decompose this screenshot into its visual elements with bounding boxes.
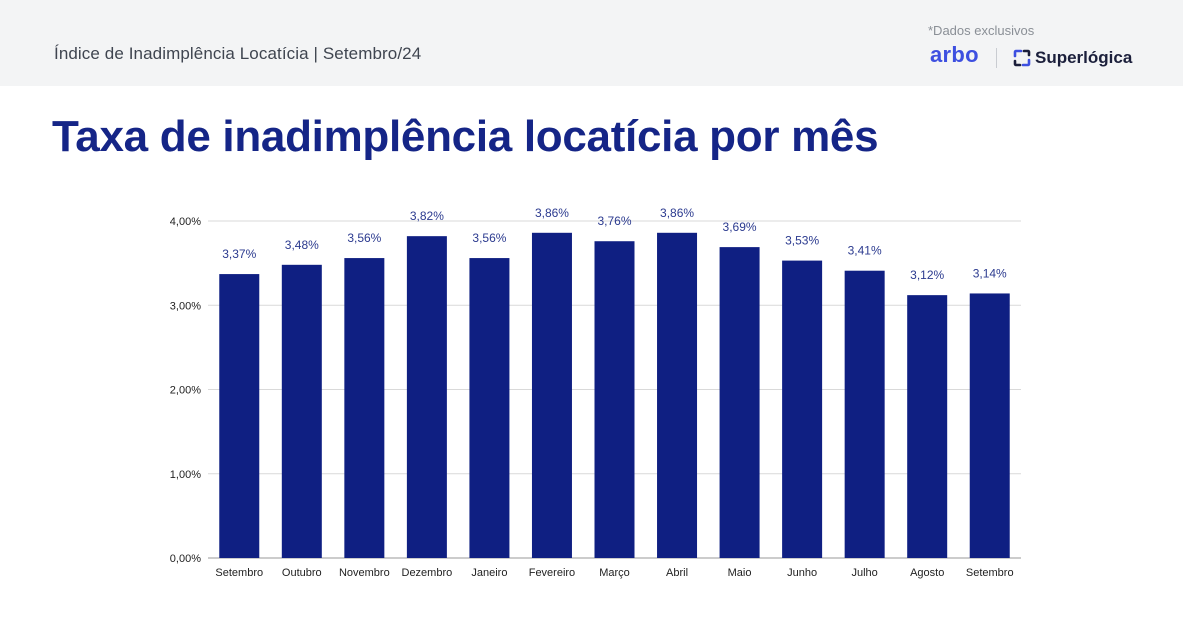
data-label: 3,41% — [848, 244, 882, 258]
x-tick-label: Janeiro — [471, 567, 507, 579]
x-tick-label: Junho — [787, 567, 817, 579]
data-label: 3,86% — [535, 206, 569, 220]
data-label: 3,37% — [222, 247, 256, 261]
data-label: 3,12% — [910, 268, 944, 282]
x-tick-label: Abril — [666, 567, 688, 579]
bar — [782, 260, 823, 558]
bar — [406, 236, 447, 559]
bar — [657, 232, 698, 559]
data-label: 3,53% — [785, 234, 819, 248]
data-label: 3,86% — [660, 206, 694, 220]
x-tick-label: Agosto — [910, 567, 944, 579]
x-tick-label: Outubro — [282, 567, 322, 579]
bar — [219, 274, 260, 558]
x-tick-label: Maio — [728, 567, 752, 579]
x-tick-label: Março — [599, 567, 630, 579]
x-tick-label: Dezembro — [402, 567, 453, 579]
arbo-logo: arbo — [930, 42, 979, 67]
header-bar: Índice de Inadimplência Locatícia | Sete… — [0, 0, 1183, 86]
data-label: 3,56% — [472, 231, 506, 245]
x-tick-label: Setembro — [966, 567, 1014, 579]
superlogica-logo-icon — [1013, 49, 1031, 67]
bar — [469, 258, 510, 558]
chart-title: Taxa de inadimplência locatícia por mês — [52, 112, 879, 161]
y-tick-label: 1,00% — [170, 469, 201, 481]
bar — [281, 264, 322, 558]
x-tick-label: Setembro — [215, 567, 263, 579]
x-tick-label: Julho — [852, 567, 878, 579]
bar — [844, 270, 885, 558]
x-tick-label: Novembro — [339, 567, 390, 579]
exclusive-data-note: *Dados exclusivos — [928, 23, 1035, 38]
bar — [531, 232, 572, 559]
data-label: 3,14% — [973, 266, 1007, 280]
y-tick-label: 0,00% — [170, 553, 201, 565]
bar — [344, 258, 385, 558]
bar — [969, 293, 1010, 558]
bar — [719, 247, 760, 558]
report-title: Índice de Inadimplência Locatícia | Sete… — [54, 44, 422, 63]
data-label: 3,76% — [597, 214, 631, 228]
data-label: 3,56% — [347, 231, 381, 245]
logo-divider — [996, 48, 997, 68]
superlogica-logo: Superlógica — [1013, 46, 1132, 70]
y-tick-label: 3,00% — [170, 300, 201, 312]
data-label: 3,48% — [285, 238, 319, 252]
data-label: 3,82% — [410, 209, 444, 223]
y-tick-label: 4,00% — [170, 216, 201, 228]
bar — [594, 241, 635, 558]
x-tick-label: Fevereiro — [529, 567, 575, 579]
bar — [907, 295, 948, 558]
y-tick-label: 2,00% — [170, 385, 201, 397]
data-label: 3,69% — [723, 220, 757, 234]
superlogica-logo-text: Superlógica — [1035, 48, 1133, 67]
